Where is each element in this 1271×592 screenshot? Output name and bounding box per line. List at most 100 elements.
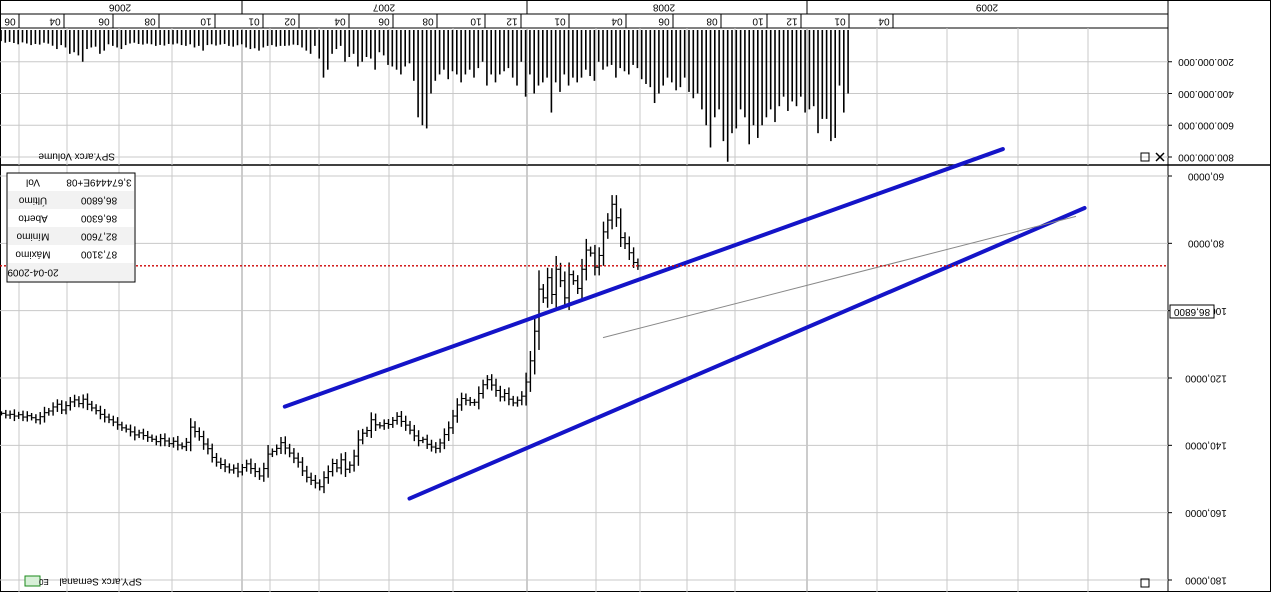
channel-line — [282, 147, 1005, 409]
price-tick-label-wrap: 180,0000 — [1185, 574, 1227, 585]
month-label-wrap: 12 — [506, 15, 518, 26]
close-panel-icon[interactable] — [1155, 152, 1165, 162]
info-row-value: 86,6800 — [80, 194, 117, 205]
info-row-label-wrap: Último — [18, 194, 47, 207]
month-label-wrap: 08 — [706, 15, 718, 26]
month-label-wrap: 10 — [470, 15, 482, 26]
info-row-label: Máximo — [15, 248, 50, 259]
month-label-wrap: 10 — [752, 15, 764, 26]
info-box: Vol 3,674449E+08 Último 86,6800 Aberto 86,630… — [6, 172, 136, 283]
volume-label-text: SPY.arcx Volume — [38, 150, 115, 161]
volume-y-axis: 200.000.000 400.000.000 600.000.000 800.000… — [1168, 56, 1234, 162]
info-row-value-wrap: 3,674449E+08 — [66, 176, 132, 187]
info-row-value-wrap: 86,6800 — [80, 194, 117, 205]
info-row-value-wrap: 86,6300 — [80, 212, 117, 223]
volume-panel-label: SPY.arcx Volume — [38, 150, 115, 161]
info-row-value-wrap: 82,7600 — [80, 230, 117, 241]
info-row-label: 20-04-2009 — [7, 266, 59, 277]
info-row-bg — [8, 263, 134, 281]
month-label: 12 — [506, 15, 518, 26]
year-label: 2007 — [372, 1, 395, 12]
trend-line — [602, 215, 1077, 339]
month-label: 12 — [786, 15, 798, 26]
price-tick-label-wrap: 120,0000 — [1185, 372, 1227, 383]
price-label-text: SPY.arcx Semanal — [59, 575, 142, 586]
year-label: 2006 — [108, 1, 131, 12]
info-row-value: 3,674449E+08 — [66, 176, 132, 187]
month-label: 08 — [422, 15, 434, 26]
price-tick-label: 60,0000 — [1187, 170, 1224, 181]
info-row-label: Mínimo — [16, 230, 49, 241]
month-label-wrap: 04 — [611, 15, 623, 26]
volume-tick-label: 200.000.000 — [1178, 56, 1234, 67]
price-tick-label: 80,0000 — [1187, 238, 1224, 249]
month-label: 04 — [878, 15, 890, 26]
volume-tick-label: 400.000.000 — [1178, 88, 1234, 99]
month-label: 02 — [284, 15, 296, 26]
month-label-wrap: 02 — [284, 15, 296, 26]
month-label-wrap: 06 — [4, 15, 16, 26]
month-label: 08 — [706, 15, 718, 26]
month-label: 10 — [470, 15, 482, 26]
price-tick-label: 140,0000 — [1185, 440, 1227, 451]
info-row-label-wrap: 20-04-2009 — [7, 266, 59, 277]
chart-annotations — [0, 147, 1168, 501]
month-label-wrap: 08 — [422, 15, 434, 26]
month-label: 01 — [248, 15, 260, 26]
month-label-wrap: 06 — [98, 15, 110, 26]
price-panel-label: E0 SPY.arcx Semanal — [24, 575, 142, 587]
volume-tick-label: 800.000.000 — [1178, 151, 1234, 162]
month-label-wrap: 12 — [786, 15, 798, 26]
month-label: 04 — [611, 15, 623, 26]
month-label-wrap: 08 — [144, 15, 156, 26]
month-label: 04 — [334, 15, 346, 26]
month-label-wrap: 01 — [554, 15, 566, 26]
year-label-wrap: 2006 — [108, 1, 131, 12]
maximize-price-panel-icon[interactable] — [1140, 578, 1150, 588]
info-row-label: Vol — [26, 176, 40, 187]
channel-line — [407, 205, 1087, 501]
month-label: 06 — [98, 15, 110, 26]
info-row-value: 82,7600 — [80, 230, 117, 241]
month-label: 04 — [49, 15, 61, 26]
month-label: 01 — [834, 15, 846, 26]
series-badge[interactable] — [24, 575, 41, 587]
price-tick-label: 160,0000 — [1185, 507, 1227, 518]
month-label: 06 — [658, 15, 670, 26]
info-row-label: Último — [18, 194, 47, 207]
info-row-bg — [8, 227, 134, 245]
year-label: 2009 — [975, 1, 998, 12]
year-label: 2008 — [652, 1, 675, 12]
price-y-axis: 60,000080,0000100,0000120,0000140,000016… — [1168, 170, 1227, 585]
info-row-label-wrap: Vol — [26, 176, 40, 187]
volume-tick-label-wrap: 200.000.000 — [1178, 56, 1234, 67]
price-tick-label: 120,0000 — [1185, 372, 1227, 383]
info-row-value-wrap: 87,3100 — [80, 248, 117, 259]
info-row-label-wrap: Máximo — [15, 248, 50, 259]
price-tick-label-wrap: 160,0000 — [1185, 507, 1227, 518]
volume-tick-label-wrap: 400.000.000 — [1178, 88, 1234, 99]
price-grid — [0, 166, 1168, 592]
year-label-wrap: 2007 — [372, 1, 395, 12]
price-tick-label: 180,0000 — [1185, 574, 1227, 585]
month-label-wrap: 06 — [658, 15, 670, 26]
month-label: 10 — [752, 15, 764, 26]
last-price-tag: 86,6800 — [1169, 304, 1215, 319]
price-tick-label-wrap: 60,0000 — [1187, 170, 1224, 181]
price-bars — [0, 195, 641, 494]
year-label-wrap: 2008 — [652, 1, 675, 12]
info-row-label: Aberto — [18, 212, 48, 223]
info-row-bg — [8, 191, 134, 209]
month-label-wrap: 01 — [248, 15, 260, 26]
info-row-label-wrap: Mínimo — [16, 230, 49, 241]
info-row-value: 87,3100 — [80, 248, 117, 259]
volume-bars — [0, 30, 849, 162]
price-tick-label-wrap: 140,0000 — [1185, 440, 1227, 451]
maximize-panel-icon[interactable] — [1140, 152, 1150, 162]
volume-tick-label-wrap: 800.000.000 — [1178, 151, 1234, 162]
month-label: 01 — [554, 15, 566, 26]
month-label-wrap: 04 — [49, 15, 61, 26]
